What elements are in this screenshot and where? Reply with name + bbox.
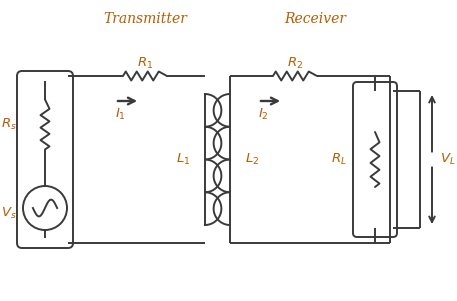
Text: $V_s$: $V_s$ [1, 206, 17, 221]
Text: Receiver: Receiver [284, 12, 346, 26]
Text: $R_L$: $R_L$ [331, 152, 347, 167]
Text: $L_1$: $L_1$ [176, 152, 190, 167]
Text: $I_2$: $I_2$ [258, 107, 268, 122]
Text: Transmitter: Transmitter [103, 12, 187, 26]
Text: $L_2$: $L_2$ [245, 152, 259, 167]
Text: $I_1$: $I_1$ [115, 107, 126, 122]
Text: $V_L$: $V_L$ [440, 152, 456, 167]
Text: $R_1$: $R_1$ [137, 55, 153, 70]
Text: $R_2$: $R_2$ [287, 55, 303, 70]
Text: $R_s$: $R_s$ [1, 117, 17, 132]
